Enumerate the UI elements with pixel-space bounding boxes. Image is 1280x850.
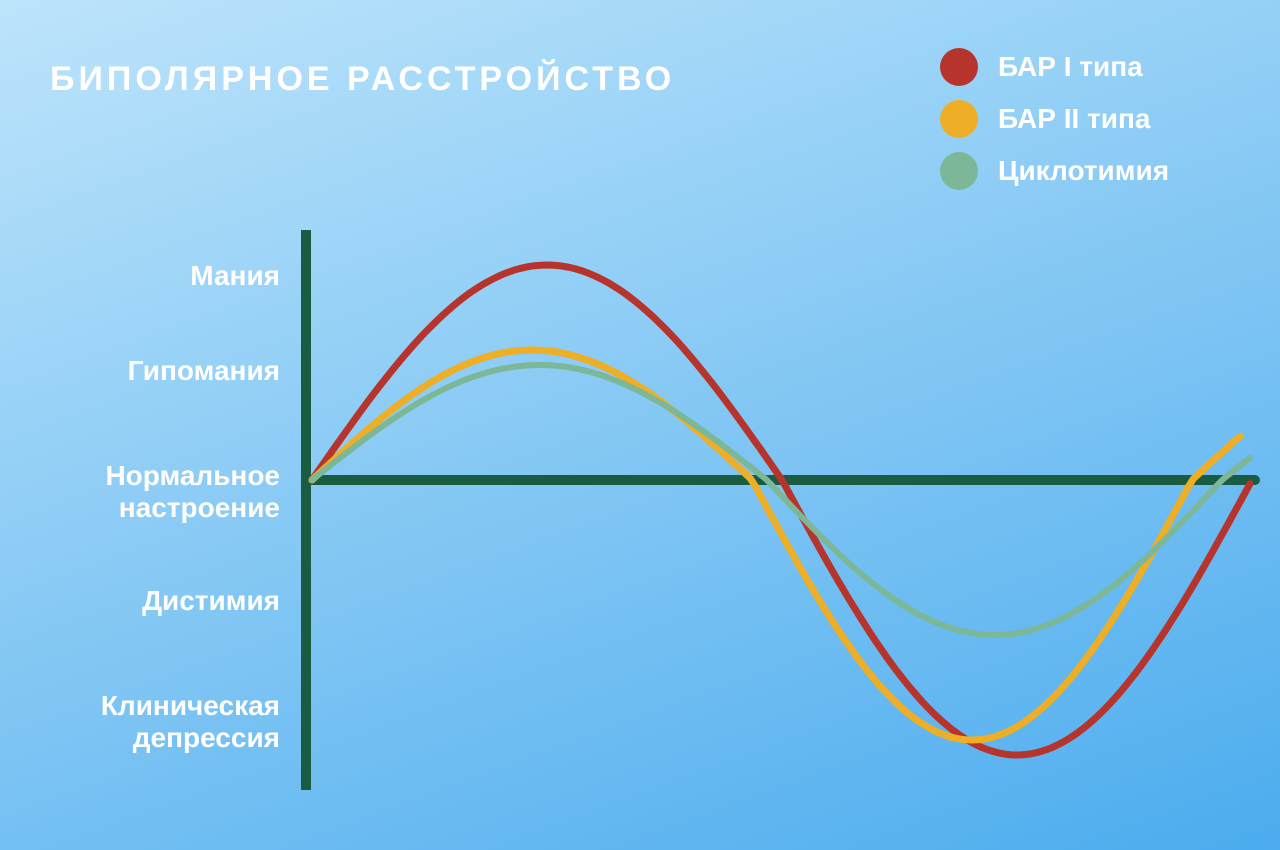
chart: [300, 230, 1260, 790]
y-axis-label: Дистимия: [142, 585, 280, 617]
y-axis-label: Мания: [190, 260, 280, 292]
legend-item: БАР I типа: [940, 48, 1169, 86]
legend-label: БАР II типа: [998, 103, 1150, 135]
legend-label: Циклотимия: [998, 155, 1169, 187]
legend-item: Циклотимия: [940, 152, 1169, 190]
legend-dot: [940, 100, 978, 138]
y-axis-label: Нормальное настроение: [105, 460, 280, 524]
legend-label: БАР I типа: [998, 51, 1143, 83]
legend: БАР I типа БАР II типа Циклотимия: [940, 48, 1169, 190]
series-line-cyclo: [312, 365, 1250, 635]
series-line-bar2: [312, 350, 1240, 740]
y-axis-labels: Мания Гипомания Нормальное настроение Дисти…: [0, 0, 280, 850]
legend-item: БАР II типа: [940, 100, 1169, 138]
series-line-bar1: [312, 265, 1250, 755]
y-axis-label: Гипомания: [128, 355, 280, 387]
legend-dot: [940, 152, 978, 190]
y-axis-label: Клиническая депрессия: [101, 690, 280, 754]
legend-dot: [940, 48, 978, 86]
